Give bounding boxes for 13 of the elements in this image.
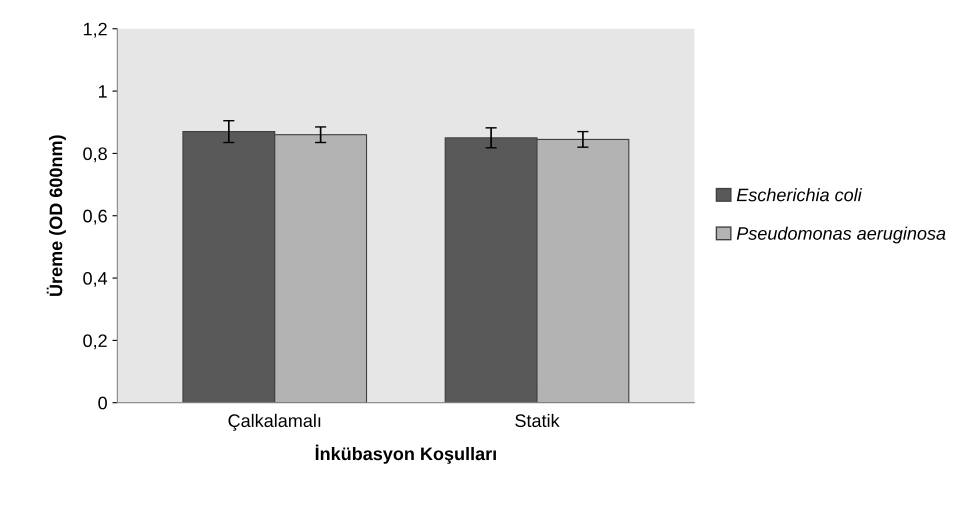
y-axis-title: Üreme (OD 600nm) (46, 135, 66, 296)
x-tick-label: Çalkalamalı (228, 414, 320, 431)
y-tick-label: 1 (98, 85, 107, 98)
legend-label: Pseudomonas aeruginosa (736, 226, 946, 244)
y-tick-label: 0,2 (83, 334, 107, 350)
y-tick-label: 1,2 (84, 22, 107, 38)
y-tick-label: 0,8 (83, 147, 107, 162)
y-tick-label: 0 (98, 396, 107, 410)
legend-label: Escherichia coli (736, 188, 862, 202)
x-tick-label: Statik (515, 414, 560, 428)
x-axis-title: İnkübasyon Koşulları (316, 444, 496, 464)
y-tick-label: 0,6 (83, 210, 107, 225)
y-tick-label: 0,4 (83, 272, 108, 287)
